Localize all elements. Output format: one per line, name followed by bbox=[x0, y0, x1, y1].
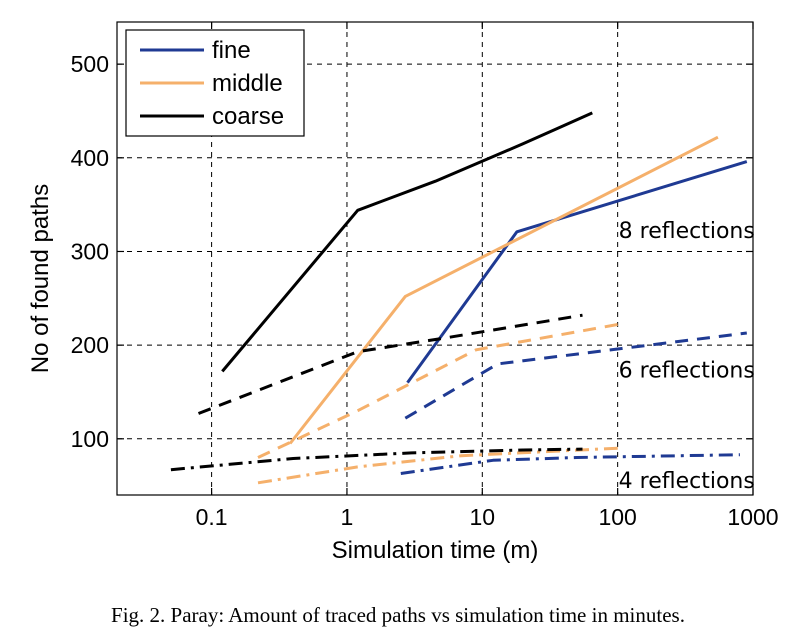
y-axis-label: No of found paths bbox=[27, 184, 54, 373]
x-tick-label: 1000 bbox=[727, 504, 778, 530]
x-tick-label: 1 bbox=[341, 504, 354, 530]
annotation-label: 8 reflections bbox=[619, 219, 755, 244]
tick-marks bbox=[117, 22, 754, 495]
series-line-coarse-4-reflections bbox=[170, 447, 583, 472]
annotation-label: 4 reflections bbox=[619, 469, 755, 494]
series-line-coarse-8-reflections bbox=[221, 111, 593, 373]
axes-box bbox=[116, 21, 754, 496]
series-line-middle-4-reflections bbox=[257, 446, 618, 485]
y-tick-label: 100 bbox=[71, 426, 109, 452]
y-tick-labels: 100 200 300 400 500 bbox=[71, 51, 109, 452]
series-lines bbox=[170, 111, 748, 485]
y-tick-label: 500 bbox=[71, 51, 109, 77]
annotation-label: 6 reflections bbox=[619, 358, 755, 383]
annotations: 8 reflections 6 reflections 4 reflections bbox=[619, 219, 755, 494]
x-tick-label: 0.1 bbox=[196, 504, 228, 530]
series-line-middle-8-reflections bbox=[288, 135, 719, 445]
chart: 0.1 1 10 100 1000 100 200 300 400 500 8 reflecti… bbox=[27, 21, 779, 564]
x-tick-label: 10 bbox=[470, 504, 496, 530]
series-line-fine-8-reflections bbox=[406, 160, 748, 384]
legend: fine middle coarse bbox=[125, 29, 305, 137]
y-tick-label: 400 bbox=[71, 145, 109, 171]
x-tick-label: 100 bbox=[598, 504, 636, 530]
figure-caption: Fig. 2. Paray: Amount of traced paths vs… bbox=[111, 603, 685, 627]
y-tick-label: 300 bbox=[71, 238, 109, 264]
legend-label-coarse: coarse bbox=[212, 103, 284, 130]
y-tick-label: 200 bbox=[71, 332, 109, 358]
series-line-middle-6-reflections bbox=[257, 323, 618, 459]
legend-label-middle: middle bbox=[212, 70, 283, 97]
x-tick-labels: 0.1 1 10 100 1000 bbox=[196, 504, 779, 530]
series-line-fine-6-reflections bbox=[404, 331, 747, 420]
x-axis-label: Simulation time (m) bbox=[332, 537, 539, 564]
plot-frame bbox=[116, 21, 754, 496]
legend-label-fine: fine bbox=[212, 37, 251, 64]
